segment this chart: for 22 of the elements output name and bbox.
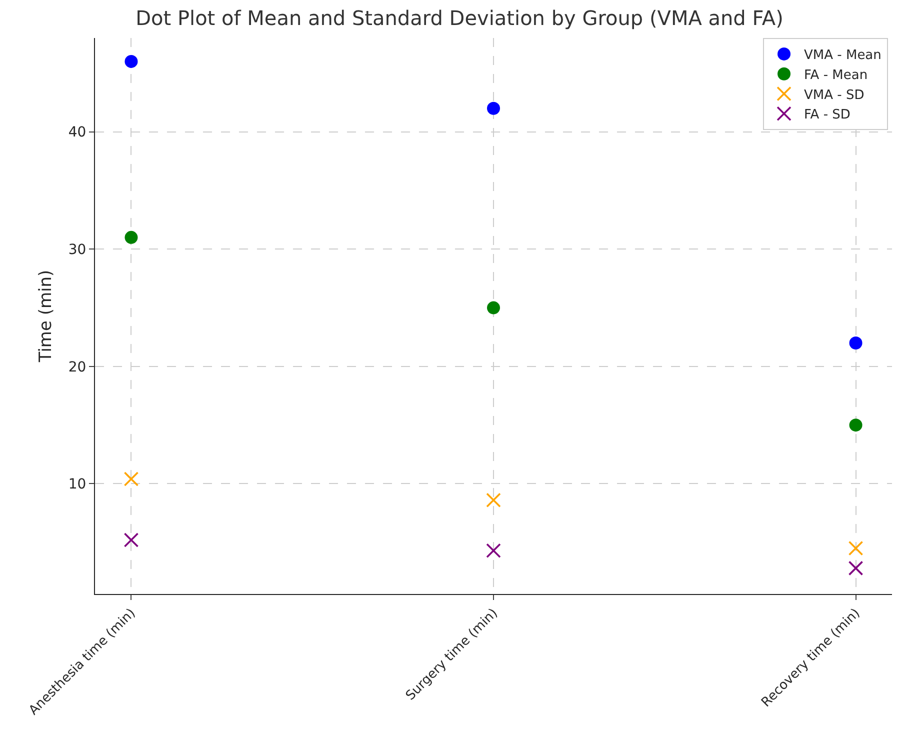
legend-label: FA - SD [804, 108, 850, 123]
y-tick-label: 10 [68, 476, 86, 493]
point [848, 540, 864, 556]
y-tick-label: 20 [68, 359, 86, 376]
y-tick-label: 40 [68, 124, 86, 141]
point [124, 54, 138, 68]
point [124, 532, 139, 548]
point [849, 418, 862, 432]
legend-label: VMA - Mean [804, 48, 882, 64]
legend-label: FA - Mean [804, 68, 868, 83]
chart-title: Dot Plot of Mean and Standard Deviation by Group (VMA and FA) [136, 6, 784, 30]
point [487, 102, 500, 115]
point [486, 492, 501, 508]
point [487, 301, 500, 314]
point [124, 472, 139, 486]
point [486, 543, 501, 558]
point [849, 336, 862, 350]
legend-label: VMA - SD [804, 88, 864, 103]
point [124, 230, 138, 244]
y-tick-label: 30 [68, 242, 86, 258]
point [848, 560, 864, 576]
y-axis-title: Time (min) [36, 270, 56, 364]
